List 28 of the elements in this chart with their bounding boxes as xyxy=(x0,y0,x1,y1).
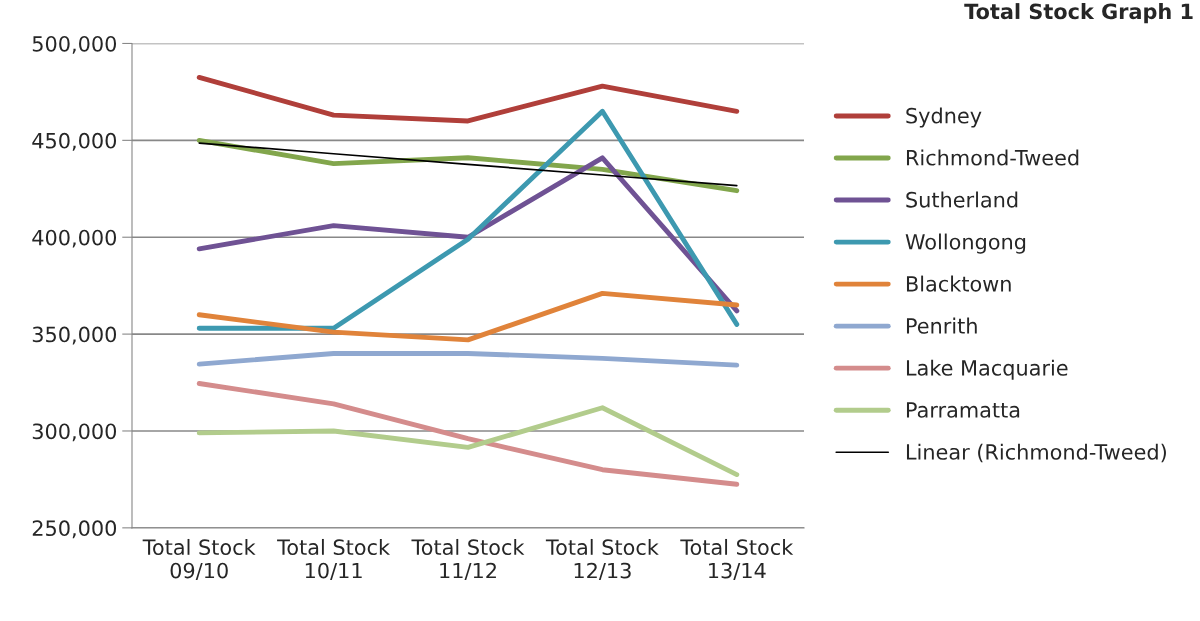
y-tick-label: 400,000 xyxy=(32,229,117,248)
line-series xyxy=(196,290,740,343)
x-tick-label: Total Stock 11/12 xyxy=(411,538,525,581)
x-tick-label: Total Stock 12/13 xyxy=(545,538,659,581)
line-series xyxy=(196,108,740,331)
legend-label: Lake Macquarie xyxy=(906,359,1068,380)
line-series xyxy=(196,74,740,124)
legend-label: Richmond-Tweed xyxy=(906,149,1079,166)
x-tick-label: Total Stock 10/11 xyxy=(277,538,391,581)
legend-label: Penrith xyxy=(906,317,977,334)
y-tick-label: 250,000 xyxy=(32,520,117,539)
y-tick-label: 350,000 xyxy=(32,326,117,345)
y-tick-label: 300,000 xyxy=(32,423,117,442)
line-series xyxy=(196,381,740,487)
y-tick-label: 450,000 xyxy=(32,132,117,151)
text: Total Stock Graph 1 xyxy=(964,3,1193,24)
line-series xyxy=(196,351,740,368)
line-series xyxy=(196,405,740,477)
line-series xyxy=(198,142,738,187)
legend-label: Wollongong xyxy=(905,233,1026,254)
legend-label: Sutherland xyxy=(906,191,1018,208)
y-tick-label: 500,000 xyxy=(32,35,117,54)
legend-label: Blacktown xyxy=(906,275,1011,292)
x-tick-label: Total Stock 09/10 xyxy=(142,538,256,581)
legend-label: Sydney xyxy=(906,107,982,128)
x-tick-label: Total Stock 13/14 xyxy=(680,538,794,581)
legend-label: Parramatta xyxy=(906,402,1020,418)
legend-label: Linear (Richmond-Tweed) xyxy=(906,443,1166,463)
